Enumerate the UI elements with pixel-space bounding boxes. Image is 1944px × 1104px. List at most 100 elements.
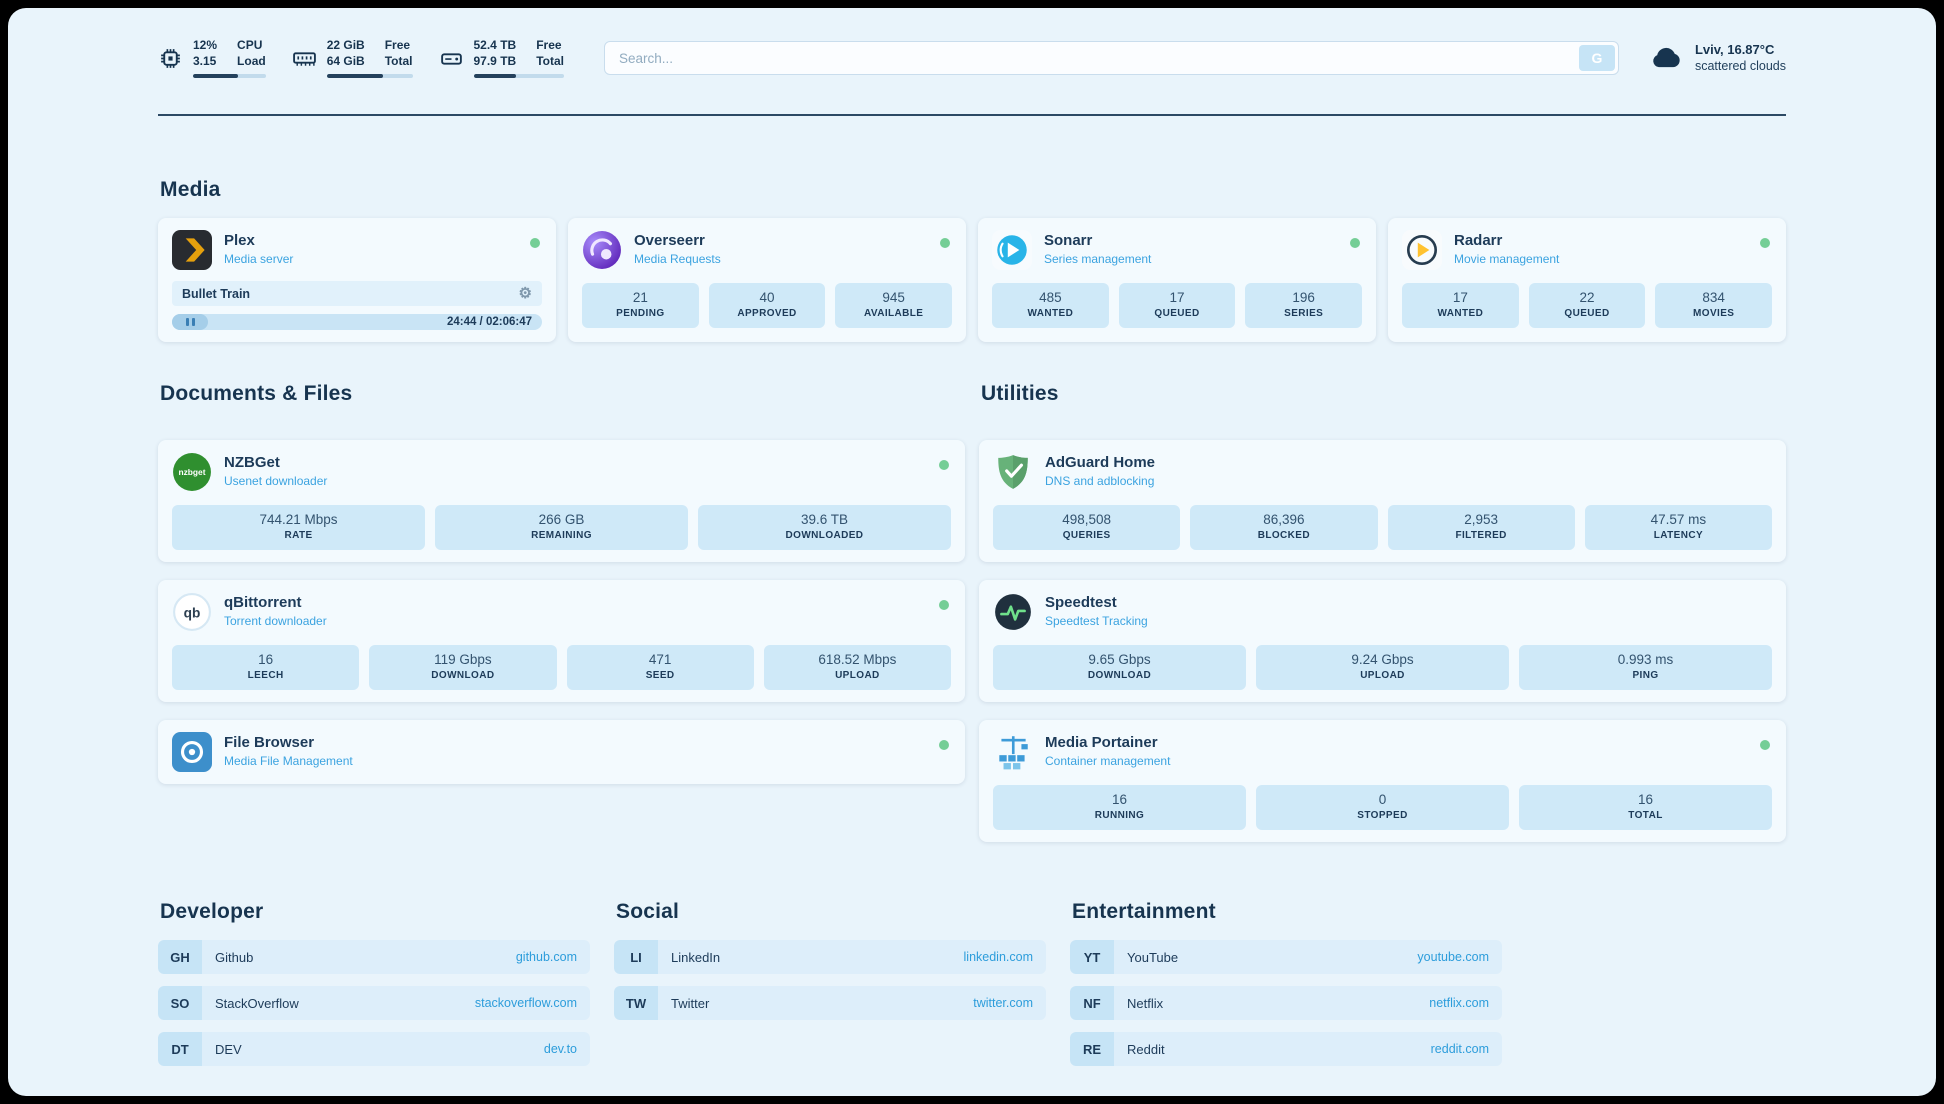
search-input[interactable] xyxy=(603,41,1619,75)
service-name: File Browser xyxy=(224,734,315,752)
disk-drive-icon xyxy=(440,52,462,65)
stat-total: 16 TOTAL xyxy=(1519,785,1772,830)
service-subtitle: Container management xyxy=(1045,754,1171,769)
bookmark-linkedin[interactable]: LI LinkedIn linkedin.com xyxy=(614,940,1046,974)
adguard-shield-icon xyxy=(993,452,1033,492)
stat-upload: 618.52 Mbps UPLOAD xyxy=(763,645,951,690)
bookmark-name: Twitter xyxy=(671,995,710,1011)
bookmark-name: Reddit xyxy=(1127,1041,1165,1057)
service-name: NZBGet xyxy=(224,454,280,472)
stat-approved: 40 APPROVED xyxy=(708,283,826,328)
service-subtitle: Media server xyxy=(224,252,294,267)
service-subtitle: Torrent downloader xyxy=(224,614,327,629)
gear-icon[interactable]: ⚙ xyxy=(518,285,532,302)
bookmark-github[interactable]: GH Github github.com xyxy=(158,940,590,974)
service-card-nzbget[interactable]: nzbget NZBGet Usenet downloader 744.21 M… xyxy=(158,440,965,562)
section-title-developer: Developer xyxy=(160,900,264,923)
bookmark-netflix[interactable]: NF Netflix netflix.com xyxy=(1070,986,1502,1020)
disk-total-label: Total xyxy=(536,54,564,68)
service-card-qbittorrent[interactable]: qb qBittorrent Torrent downloader 16 LEEC… xyxy=(158,580,965,702)
stat-queued: 22 QUEUED xyxy=(1528,283,1646,328)
status-dot xyxy=(1760,238,1770,248)
status-dot xyxy=(939,460,949,470)
bookmark-abbr: LI xyxy=(614,940,658,974)
bookmark-group-social: Social LI LinkedIn linkedin.com TW Twitt… xyxy=(614,900,1046,1032)
pause-button[interactable] xyxy=(172,314,208,330)
bookmark-url[interactable]: github.com xyxy=(515,950,577,964)
utilities-column: Utilities AdGuard Home xyxy=(979,382,1786,842)
bookmark-url[interactable]: youtube.com xyxy=(1417,950,1489,964)
stat-stopped: 0 STOPPED xyxy=(1256,785,1509,830)
playback-progress-bar[interactable]: 24:44 / 02:06:47 xyxy=(172,314,542,330)
nzbget-icon: nzbget xyxy=(172,452,212,492)
stat-blocked: 86,396 BLOCKED xyxy=(1190,505,1378,550)
section-title-entertainment: Entertainment xyxy=(1072,900,1216,923)
weather-widget[interactable]: Lviv, 16.87°C scattered clouds xyxy=(1649,41,1786,75)
bookmark-url[interactable]: reddit.com xyxy=(1430,1042,1489,1056)
service-card-radarr[interactable]: Radarr Movie management 17 WANTED 22 QUEUE… xyxy=(1388,218,1786,342)
service-subtitle: Usenet downloader xyxy=(224,474,328,489)
cpu-progress-track xyxy=(193,73,266,78)
top-bar: 12% 3.15 CPU Load xyxy=(158,36,1786,80)
bookmark-name: Netflix xyxy=(1127,995,1164,1011)
header-divider xyxy=(158,114,1786,116)
qbittorrent-icon: qb xyxy=(172,592,212,632)
bookmark-stackoverflow[interactable]: SO StackOverflow stackoverflow.com xyxy=(158,986,590,1020)
bookmark-url[interactable]: dev.to xyxy=(543,1042,577,1056)
stat-latency: 47.57 ms LATENCY xyxy=(1584,505,1772,550)
playback-time: 24:44 / 02:06:47 xyxy=(446,316,532,328)
bookmark-reddit[interactable]: RE Reddit reddit.com xyxy=(1070,1032,1502,1066)
ram-progress-track xyxy=(326,73,413,78)
service-name: Overseerr xyxy=(634,232,705,250)
svg-text:qb: qb xyxy=(184,605,201,620)
bookmark-abbr: RE xyxy=(1070,1032,1114,1066)
service-card-filebrowser[interactable]: File Browser Media File Management xyxy=(158,720,965,784)
stat-series: 196 SERIES xyxy=(1245,283,1363,328)
service-name: Radarr xyxy=(1454,232,1503,250)
service-subtitle: Series management xyxy=(1044,252,1152,267)
ram-memory-icon xyxy=(292,51,316,66)
service-name: Plex xyxy=(224,232,255,250)
disk-free-label: Free xyxy=(536,38,562,53)
disk-progress-track xyxy=(473,73,564,78)
service-card-plex[interactable]: Plex Media server Bullet Train ⚙ 24:44 /… xyxy=(158,218,556,342)
ram-total-value: 64 GiB xyxy=(326,54,365,68)
bookmark-name: StackOverflow xyxy=(215,995,299,1011)
bookmark-name: LinkedIn xyxy=(671,949,721,965)
bookmark-group-developer: Developer GH Github github.com SO StackO… xyxy=(158,900,590,1078)
service-card-overseerr[interactable]: Overseerr Media Requests 21 PENDING 40 APP… xyxy=(568,218,966,342)
service-subtitle: Media Requests xyxy=(634,252,721,267)
service-card-speedtest[interactable]: Speedtest Speedtest Tracking 9.65 Gbps DO… xyxy=(979,580,1786,702)
bookmark-dev[interactable]: DT DEV dev.to xyxy=(158,1032,590,1066)
cpu-usage-percent: 12% xyxy=(193,38,218,53)
stat-leech: 16 LEECH xyxy=(172,645,360,690)
section-title-media: Media xyxy=(160,178,221,201)
search-provider-button[interactable]: G xyxy=(1578,45,1615,71)
stat-ping: 0.993 ms PING xyxy=(1519,645,1772,690)
ram-free-value: 22 GiB xyxy=(326,38,365,53)
status-dot xyxy=(939,600,949,610)
disk-free-value: 52.4 TB xyxy=(473,38,517,53)
stat-wanted: 485 WANTED xyxy=(992,283,1109,328)
disk-total-value: 97.9 TB xyxy=(473,54,517,68)
bookmark-youtube[interactable]: YT YouTube youtube.com xyxy=(1070,940,1502,974)
svg-text:nzbget: nzbget xyxy=(178,467,205,477)
stat-movies: 834 MOVIES xyxy=(1655,283,1773,328)
service-card-sonarr[interactable]: Sonarr Series management 485 WANTED 17 QUE… xyxy=(978,218,1376,342)
bookmark-twitter[interactable]: TW Twitter twitter.com xyxy=(614,986,1046,1020)
bookmark-url[interactable]: netflix.com xyxy=(1429,996,1489,1010)
service-card-portainer[interactable]: Media Portainer Container management 16 R… xyxy=(979,720,1786,842)
stat-upload: 9.24 Gbps UPLOAD xyxy=(1256,645,1509,690)
bookmark-url[interactable]: stackoverflow.com xyxy=(474,996,577,1010)
service-card-adguard[interactable]: AdGuard Home DNS and adblocking 498,508 Q… xyxy=(979,440,1786,562)
now-playing-title: Bullet Train xyxy=(182,286,251,301)
service-name: AdGuard Home xyxy=(1045,454,1156,472)
media-cards-row: Plex Media server Bullet Train ⚙ 24:44 /… xyxy=(158,218,1786,342)
status-dot xyxy=(939,740,949,750)
bookmarks-area: Developer GH Github github.com SO StackO… xyxy=(158,900,1786,1078)
stat-queries: 498,508 QUERIES xyxy=(993,505,1181,550)
bookmark-url[interactable]: linkedin.com xyxy=(963,950,1033,964)
bookmark-url[interactable]: twitter.com xyxy=(973,996,1033,1010)
dashboard-page: 12% 3.15 CPU Load xyxy=(8,8,1936,1096)
stat-running: 16 RUNNING xyxy=(993,785,1246,830)
